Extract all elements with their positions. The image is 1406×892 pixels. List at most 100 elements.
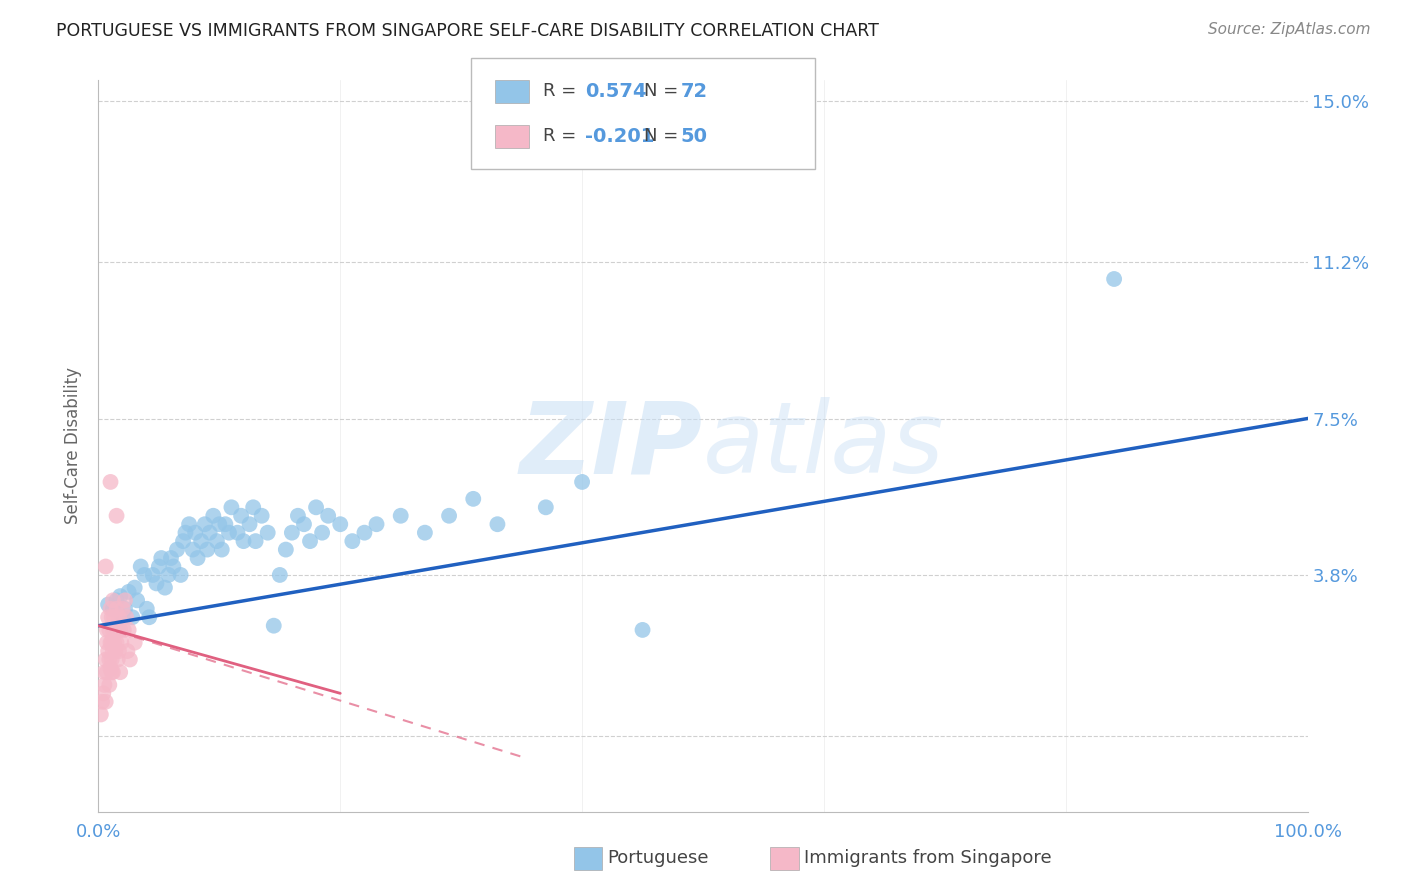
Point <box>187 551 209 566</box>
Point <box>98 678 121 692</box>
Point <box>108 623 131 637</box>
Text: PORTUGUESE VS IMMIGRANTS FROM SINGAPORE SELF-CARE DISABILITY CORRELATION CHART: PORTUGUESE VS IMMIGRANTS FROM SINGAPORE … <box>56 22 879 40</box>
Point <box>117 644 139 658</box>
Point <box>1102 272 1125 286</box>
Point <box>366 517 388 532</box>
Point <box>214 517 236 532</box>
Point <box>198 525 221 540</box>
Point <box>534 500 557 515</box>
Point <box>305 500 328 515</box>
Point <box>353 525 375 540</box>
Text: 72: 72 <box>681 82 707 101</box>
Point <box>107 652 129 666</box>
Point <box>96 635 118 649</box>
Point <box>98 623 121 637</box>
Point <box>124 635 146 649</box>
Point <box>218 525 240 540</box>
Point <box>100 661 122 675</box>
Point <box>100 610 122 624</box>
Point <box>571 475 593 489</box>
Point <box>97 644 120 658</box>
Point <box>108 589 131 603</box>
Point <box>103 610 125 624</box>
Point <box>127 593 149 607</box>
Point <box>105 635 128 649</box>
Point <box>174 525 197 540</box>
Point <box>100 635 122 649</box>
Point <box>274 542 297 557</box>
Point <box>105 593 128 607</box>
Point <box>179 517 201 532</box>
Point <box>172 534 194 549</box>
Point <box>118 585 141 599</box>
Text: R =: R = <box>543 128 576 145</box>
Point <box>134 568 156 582</box>
Point <box>211 542 233 557</box>
Text: R =: R = <box>543 82 576 100</box>
Point <box>229 508 252 523</box>
Point <box>108 665 131 680</box>
Point <box>121 610 143 624</box>
Point <box>108 610 131 624</box>
Point <box>111 601 134 615</box>
Point <box>104 623 127 637</box>
Point <box>100 635 122 649</box>
Point <box>90 707 112 722</box>
Point <box>245 534 267 549</box>
Text: N =: N = <box>644 82 678 100</box>
Point <box>202 508 225 523</box>
Point <box>114 601 136 615</box>
Point <box>138 610 160 624</box>
Point <box>105 508 128 523</box>
Point <box>93 678 115 692</box>
Point <box>205 534 228 549</box>
Point <box>101 601 124 615</box>
Point <box>150 551 173 566</box>
Point <box>263 618 285 632</box>
Point <box>124 581 146 595</box>
Point <box>389 508 412 523</box>
Point <box>135 601 157 615</box>
Point <box>93 665 115 680</box>
Point <box>97 610 120 624</box>
Point <box>118 623 141 637</box>
Point <box>110 635 132 649</box>
Point <box>94 695 117 709</box>
Point <box>239 517 262 532</box>
Point <box>437 508 460 523</box>
Point <box>100 601 122 615</box>
Point <box>97 598 120 612</box>
Point <box>153 581 176 595</box>
Text: Immigrants from Singapore: Immigrants from Singapore <box>804 849 1052 867</box>
Point <box>181 542 204 557</box>
Point <box>114 593 136 607</box>
Text: atlas: atlas <box>703 398 945 494</box>
Point <box>486 517 509 532</box>
Y-axis label: Self-Care Disability: Self-Care Disability <box>65 368 83 524</box>
Point <box>115 610 138 624</box>
Point <box>94 652 117 666</box>
Text: -0.201: -0.201 <box>585 127 654 145</box>
Point <box>100 665 122 680</box>
Point <box>112 623 135 637</box>
Point <box>108 644 131 658</box>
Point <box>281 525 304 540</box>
Point <box>190 534 212 549</box>
Point <box>269 568 291 582</box>
Point <box>105 601 128 615</box>
Point <box>221 500 243 515</box>
Point <box>287 508 309 523</box>
Point <box>311 525 333 540</box>
Text: 50: 50 <box>681 127 707 145</box>
Point <box>256 525 278 540</box>
Point <box>194 517 217 532</box>
Point <box>101 665 124 680</box>
Point <box>184 525 207 540</box>
Point <box>111 610 134 624</box>
Point <box>160 551 183 566</box>
Point <box>100 475 122 489</box>
Point <box>169 568 191 582</box>
Point <box>101 593 124 607</box>
Point <box>142 568 165 582</box>
Text: 0.574: 0.574 <box>585 82 647 101</box>
